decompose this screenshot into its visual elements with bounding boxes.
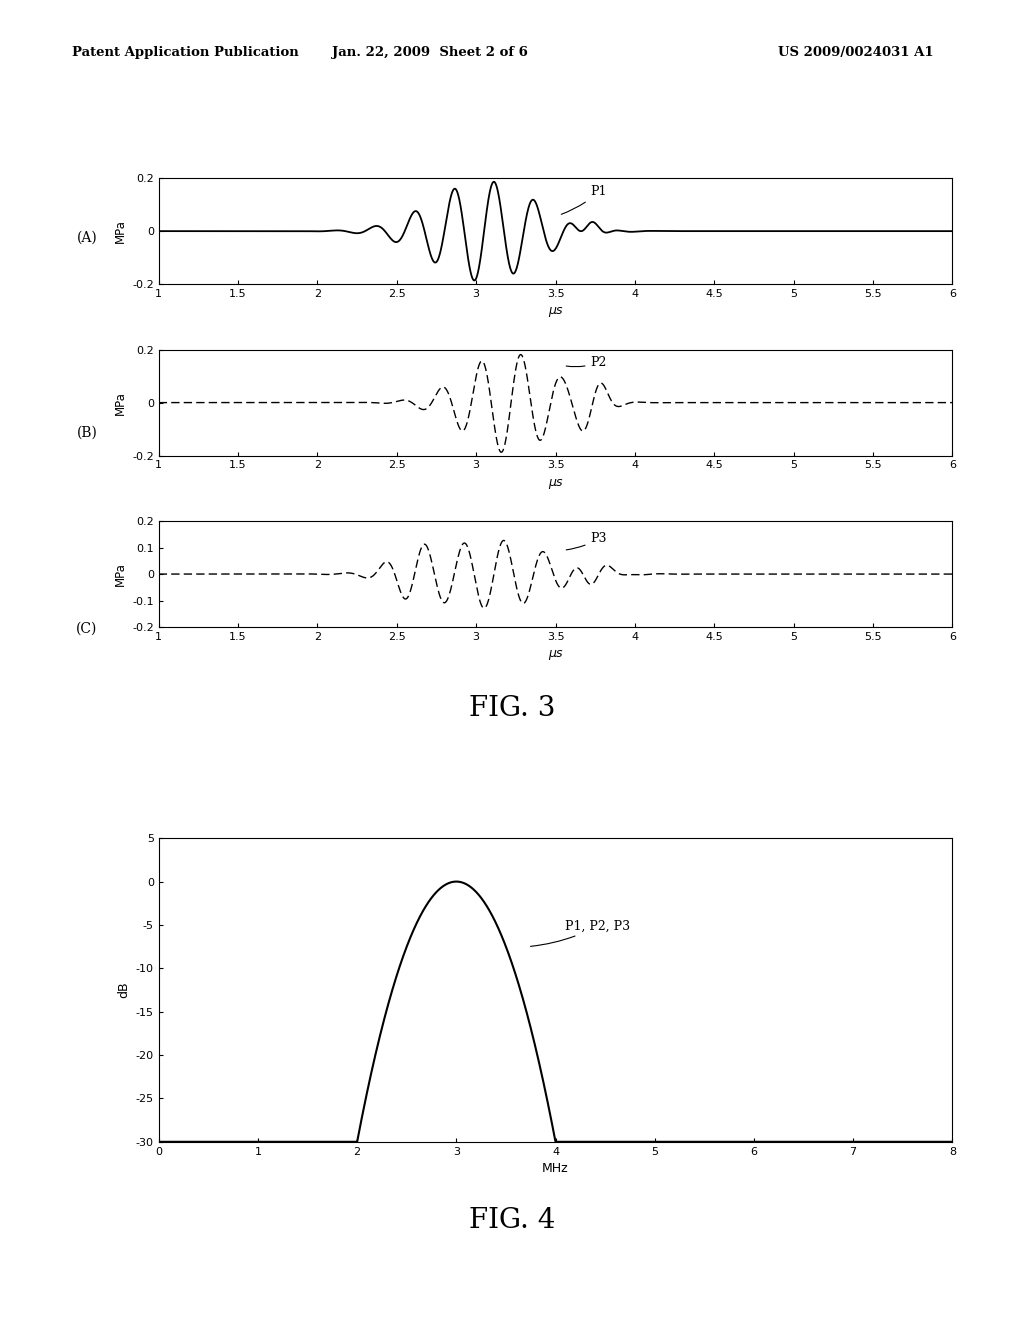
- Text: (A): (A): [77, 231, 97, 244]
- X-axis label: μs: μs: [548, 647, 563, 660]
- Text: P3: P3: [566, 532, 607, 550]
- Text: (B): (B): [77, 426, 97, 440]
- Text: Jan. 22, 2009  Sheet 2 of 6: Jan. 22, 2009 Sheet 2 of 6: [332, 46, 528, 59]
- Text: (C): (C): [77, 622, 97, 635]
- Text: P1: P1: [561, 185, 607, 214]
- Y-axis label: MPa: MPa: [114, 219, 127, 243]
- Text: FIG. 3: FIG. 3: [469, 696, 555, 722]
- Text: US 2009/0024031 A1: US 2009/0024031 A1: [778, 46, 934, 59]
- Text: Patent Application Publication: Patent Application Publication: [72, 46, 298, 59]
- X-axis label: μs: μs: [548, 305, 563, 318]
- X-axis label: μs: μs: [548, 477, 563, 488]
- Y-axis label: MPa: MPa: [114, 391, 127, 414]
- X-axis label: MHz: MHz: [542, 1162, 569, 1175]
- Text: FIG. 4: FIG. 4: [469, 1208, 555, 1234]
- Text: P1, P2, P3: P1, P2, P3: [530, 919, 631, 946]
- Y-axis label: dB: dB: [117, 982, 130, 998]
- Text: P2: P2: [566, 355, 607, 368]
- Y-axis label: MPa: MPa: [114, 562, 127, 586]
